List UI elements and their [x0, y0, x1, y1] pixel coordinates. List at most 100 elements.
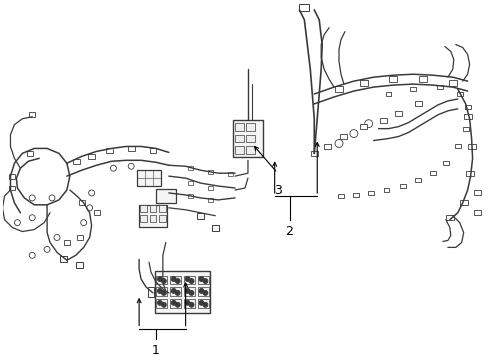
Bar [9, 185, 16, 190]
Bar [337, 194, 343, 198]
Circle shape [175, 291, 180, 296]
Circle shape [161, 302, 166, 307]
Bar [93, 210, 100, 215]
Circle shape [185, 276, 190, 282]
Bar [198, 288, 208, 296]
Bar [170, 288, 181, 296]
Bar [106, 148, 113, 153]
Circle shape [171, 288, 176, 293]
Bar [464, 105, 469, 109]
Bar [379, 118, 386, 123]
Circle shape [185, 288, 190, 293]
Bar [156, 300, 167, 308]
Bar [462, 127, 468, 131]
Bar [394, 111, 401, 116]
Bar [9, 174, 16, 179]
Bar [149, 205, 156, 212]
Bar [148, 287, 154, 297]
Bar [463, 114, 470, 119]
Circle shape [175, 302, 180, 307]
Bar [454, 144, 460, 148]
Bar [385, 92, 391, 96]
Bar [409, 87, 415, 91]
Bar [27, 151, 33, 156]
Bar [159, 215, 166, 222]
Bar [211, 225, 218, 230]
Bar [77, 235, 82, 240]
Bar [184, 276, 195, 284]
Circle shape [161, 279, 166, 284]
Circle shape [199, 276, 203, 282]
Bar [400, 184, 406, 188]
Bar [184, 300, 195, 308]
Bar [246, 147, 255, 154]
Bar [79, 201, 84, 205]
Bar [445, 215, 453, 220]
Bar [442, 161, 448, 165]
Bar [137, 170, 161, 186]
Bar [207, 198, 212, 202]
Circle shape [175, 279, 180, 284]
Bar [149, 148, 156, 153]
Circle shape [157, 300, 162, 305]
Bar [383, 188, 388, 192]
Bar [429, 171, 435, 175]
Bar [156, 276, 167, 284]
Bar [149, 215, 156, 222]
Circle shape [203, 302, 207, 307]
Bar [233, 120, 262, 157]
Bar [246, 123, 255, 131]
Circle shape [189, 302, 194, 307]
Bar [64, 240, 70, 245]
Bar [359, 80, 367, 86]
Bar [76, 262, 83, 268]
Bar [188, 166, 193, 170]
Circle shape [161, 291, 166, 296]
Bar [29, 112, 35, 117]
Bar [299, 4, 309, 12]
Bar [367, 191, 373, 195]
Circle shape [157, 288, 162, 293]
Text: 3: 3 [273, 184, 281, 197]
Text: 1: 1 [152, 345, 160, 357]
Bar [127, 146, 134, 151]
Bar [448, 80, 456, 86]
Bar [436, 85, 442, 89]
Circle shape [171, 300, 176, 305]
Circle shape [189, 291, 194, 296]
Circle shape [189, 279, 194, 284]
Bar [340, 134, 346, 139]
Bar [88, 154, 95, 159]
Bar [170, 300, 181, 308]
Bar [467, 144, 475, 149]
Bar [139, 215, 146, 222]
Bar [198, 276, 208, 284]
Bar [156, 189, 175, 203]
Circle shape [199, 300, 203, 305]
Bar [465, 171, 472, 176]
Bar [234, 123, 243, 131]
Bar [473, 210, 480, 215]
Circle shape [157, 276, 162, 282]
Bar [188, 181, 193, 185]
Circle shape [185, 300, 190, 305]
Bar [459, 201, 467, 205]
Bar [156, 288, 167, 296]
Bar [155, 271, 210, 313]
Bar [198, 300, 208, 308]
Bar [207, 170, 212, 174]
Circle shape [199, 288, 203, 293]
Bar [234, 135, 243, 143]
Bar [61, 256, 67, 262]
Bar [473, 190, 480, 195]
Bar [418, 76, 426, 82]
Bar [139, 205, 166, 226]
Bar [184, 288, 195, 296]
Bar [456, 92, 462, 96]
Bar [159, 205, 166, 212]
Bar [188, 194, 193, 198]
Bar [323, 144, 330, 149]
Circle shape [203, 279, 207, 284]
Bar [207, 186, 212, 190]
Bar [414, 178, 420, 182]
